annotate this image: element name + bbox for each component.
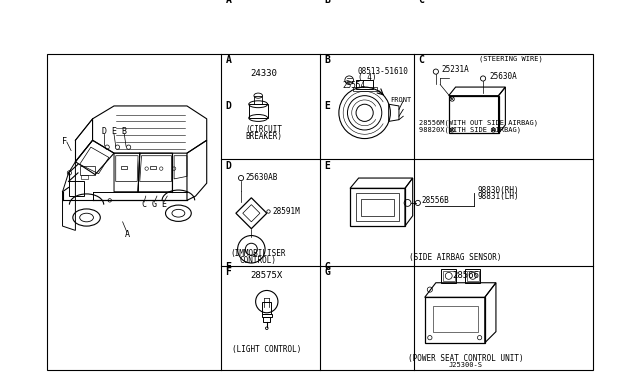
- Text: B: B: [324, 0, 330, 4]
- Text: B: B: [324, 55, 330, 65]
- Text: 98820X(WITH SIDE AIRBAG): 98820X(WITH SIDE AIRBAG): [419, 127, 521, 133]
- Text: D: D: [101, 127, 106, 136]
- Text: FRONT: FRONT: [390, 97, 412, 103]
- Text: (SIDE AIRBAG SENSOR): (SIDE AIRBAG SENSOR): [410, 253, 502, 262]
- Ellipse shape: [166, 205, 191, 221]
- Bar: [467, 271, 479, 281]
- Text: E: E: [161, 200, 166, 209]
- Text: D: D: [225, 101, 232, 111]
- Text: C: C: [141, 200, 147, 209]
- Bar: [356, 193, 399, 221]
- Text: G: G: [152, 200, 157, 209]
- Text: 28556M(WITH OUT SIDE AIRBAG): 28556M(WITH OUT SIDE AIRBAG): [419, 120, 538, 126]
- Text: 25231A: 25231A: [442, 65, 470, 74]
- Text: 28591M: 28591M: [272, 207, 300, 216]
- Bar: [254, 96, 262, 104]
- Text: E: E: [324, 101, 330, 111]
- Text: A: A: [225, 55, 232, 65]
- Bar: [361, 199, 394, 216]
- Text: F: F: [225, 267, 232, 278]
- Text: (STEERING WIRE): (STEERING WIRE): [479, 55, 543, 62]
- Text: BREAKER): BREAKER): [246, 132, 283, 141]
- Ellipse shape: [80, 213, 93, 222]
- Bar: [121, 166, 127, 169]
- Bar: [262, 314, 272, 317]
- Text: A: A: [124, 230, 129, 239]
- Bar: [80, 166, 95, 174]
- Text: 08513-51610: 08513-51610: [358, 67, 408, 76]
- Bar: [356, 80, 373, 89]
- Ellipse shape: [73, 209, 100, 226]
- Bar: [350, 188, 405, 226]
- Text: 25554: 25554: [342, 81, 365, 90]
- Text: 28575X: 28575X: [251, 272, 283, 280]
- Text: C: C: [419, 0, 424, 4]
- Text: ( 4): ( 4): [358, 73, 376, 82]
- Text: 98830(RH): 98830(RH): [477, 186, 518, 195]
- Text: G: G: [324, 262, 330, 272]
- Bar: [449, 96, 499, 134]
- Text: B: B: [122, 127, 127, 136]
- Text: 25630AB: 25630AB: [245, 173, 278, 182]
- Text: (IMMOBILISER: (IMMOBILISER: [230, 249, 286, 258]
- Ellipse shape: [172, 209, 185, 217]
- Text: 25630A: 25630A: [489, 72, 517, 81]
- Bar: [433, 306, 478, 332]
- Bar: [81, 174, 88, 179]
- Bar: [262, 302, 271, 314]
- Text: E: E: [111, 127, 116, 136]
- Text: A: A: [225, 0, 232, 4]
- Text: D: D: [225, 161, 232, 171]
- Bar: [150, 166, 156, 169]
- Text: (CIRCUIT: (CIRCUIT: [246, 125, 283, 135]
- Text: J25300-S: J25300-S: [449, 362, 483, 368]
- Text: 98831(LH): 98831(LH): [477, 192, 518, 201]
- Bar: [441, 269, 456, 283]
- Bar: [353, 87, 377, 90]
- Bar: [249, 104, 268, 118]
- Text: F: F: [61, 138, 67, 147]
- Bar: [443, 271, 455, 281]
- Bar: [465, 269, 481, 283]
- Text: (LIGHT CONTROL): (LIGHT CONTROL): [232, 345, 301, 354]
- Text: 28556B: 28556B: [421, 196, 449, 205]
- Text: G: G: [324, 267, 330, 278]
- Text: C: C: [418, 55, 424, 65]
- Bar: [263, 317, 270, 322]
- Text: CONTROL): CONTROL): [240, 256, 276, 265]
- Text: F: F: [225, 262, 232, 272]
- Text: (POWER SEAT CONTROL UNIT): (POWER SEAT CONTROL UNIT): [408, 354, 524, 363]
- Text: 24330: 24330: [251, 69, 278, 78]
- Text: 28566: 28566: [452, 272, 479, 280]
- Text: E: E: [324, 161, 330, 171]
